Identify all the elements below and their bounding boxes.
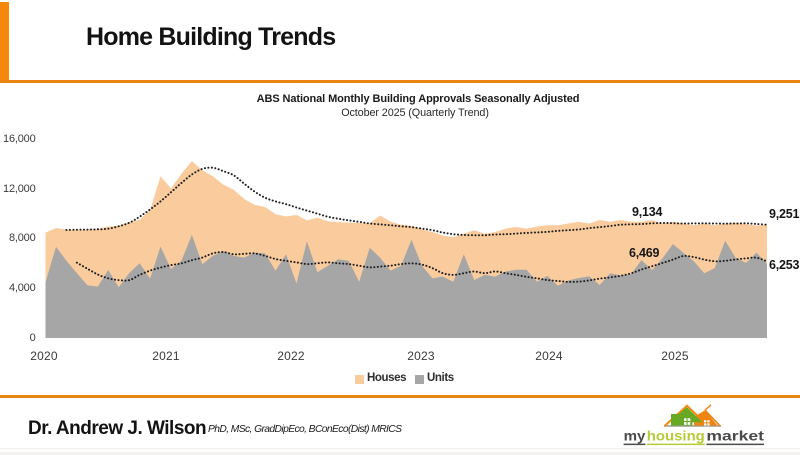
svg-text:housing: housing [647, 428, 705, 444]
svg-text:market: market [706, 428, 764, 444]
svg-text:my: my [624, 428, 646, 444]
